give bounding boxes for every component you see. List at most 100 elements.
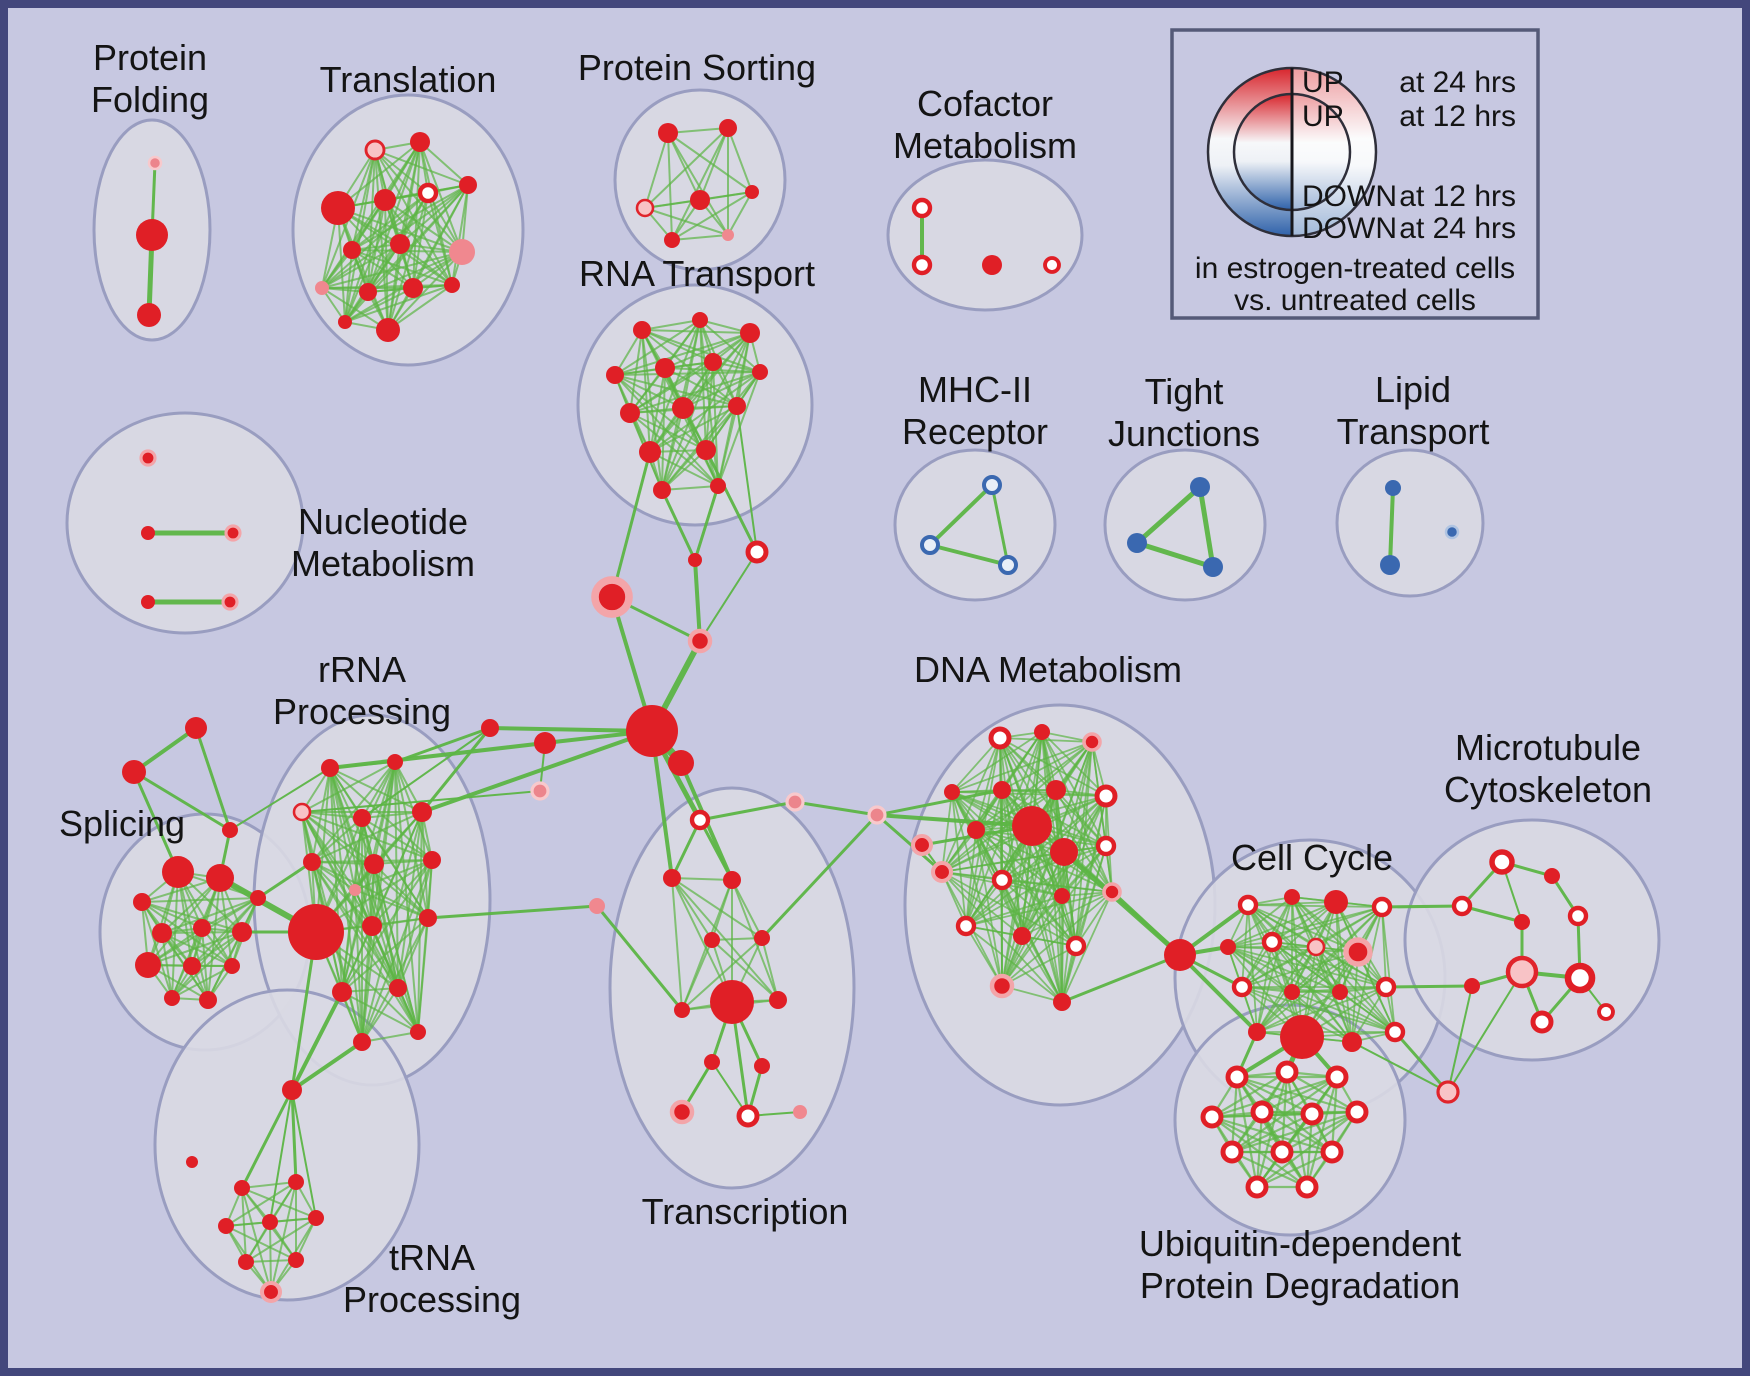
node-t11 xyxy=(359,283,377,301)
node-sp3 xyxy=(133,893,151,911)
edge-t9-t10 xyxy=(321,251,463,289)
edge-t2-t11 xyxy=(367,141,421,293)
node-rt4 xyxy=(606,366,624,384)
node-rt13 xyxy=(653,481,671,499)
node-sp11 xyxy=(164,990,180,1006)
node-t5 xyxy=(417,182,439,204)
edge-cc3-cc6 xyxy=(1271,901,1337,943)
node-c5 xyxy=(626,705,678,757)
edge-rr14-rr16 xyxy=(354,889,363,1043)
edge-ps2-ps5 xyxy=(727,127,753,193)
node-mc10 xyxy=(1597,1003,1615,1021)
edge-ps1-ps4 xyxy=(667,132,701,201)
edge-rt13-c2 xyxy=(660,488,697,562)
cluster-label-rrna-processing: rRNA xyxy=(318,649,406,690)
edge-t13-t15 xyxy=(344,284,453,323)
cluster-label-trna-processing: Processing xyxy=(343,1279,521,1320)
edge-rr6-rr15 xyxy=(311,861,419,1033)
node-ub3 xyxy=(1325,1065,1349,1089)
edge-ft1-ft2 xyxy=(132,726,198,774)
edge-c1-c4 xyxy=(699,551,758,642)
node-ub2 xyxy=(1275,1060,1299,1084)
cluster-label-microtubule-cytoskeleton: Microtubule xyxy=(1455,727,1641,768)
node-t6 xyxy=(459,176,477,194)
edge-dm3-dm5 xyxy=(1001,741,1093,791)
node-cc0 xyxy=(1164,939,1196,971)
edge-dm13-dm14 xyxy=(1001,879,1063,897)
node-ft2 xyxy=(122,760,146,784)
node-rr12 xyxy=(332,982,352,1002)
edge-rr5-rr6 xyxy=(311,811,423,863)
node-rr10 xyxy=(362,916,382,936)
edge-cc1-cc8 xyxy=(1247,904,1359,953)
edge-pk1-mc8 xyxy=(1447,985,1473,1093)
node-tp1 xyxy=(186,1156,198,1168)
node-mc5 xyxy=(1567,905,1589,927)
node-tx10 xyxy=(754,1058,770,1074)
node-ub1 xyxy=(1225,1065,1249,1089)
edge-dm7-dm13 xyxy=(1001,795,1107,881)
edge-cc4-cc5 xyxy=(1227,906,1383,948)
edge-b2-dm5 xyxy=(875,788,1004,817)
node-mc9 xyxy=(1530,1010,1554,1034)
edge-rr17-rr2 xyxy=(393,726,492,764)
node-ub11 xyxy=(1245,1175,1269,1199)
edge-rt2-rt4 xyxy=(614,319,701,376)
edge-ub3-ub4 xyxy=(1210,1075,1339,1119)
edge-rr12-rr16 xyxy=(341,889,356,993)
edge-sp3-sp4 xyxy=(141,897,259,903)
edge-cc3-cc5 xyxy=(1227,901,1337,948)
edge-rr2-rr3 xyxy=(301,761,396,813)
edge-c8-rr3 xyxy=(301,790,541,813)
edge-dm15-dm18 xyxy=(1075,891,1113,947)
edge-rr12-rr15 xyxy=(341,991,419,1033)
node-ps2 xyxy=(719,119,737,137)
node-tx5 xyxy=(754,930,770,946)
node-dm17 xyxy=(1013,927,1031,945)
edge-rr3-rr16 xyxy=(301,811,356,891)
edge-tp0-tp5 xyxy=(269,1089,293,1223)
node-dm9 xyxy=(1012,806,1052,846)
node-n1 xyxy=(139,449,157,467)
edge-t7-t15 xyxy=(344,249,353,323)
edge-dm3-dm20 xyxy=(1061,741,1093,1003)
edge-dm7-dm14 xyxy=(1061,795,1107,897)
node-sp1 xyxy=(162,856,194,888)
edge-ub7-ub8 xyxy=(1230,1110,1359,1154)
edge-cc2-cc15 xyxy=(1256,896,1293,1033)
edge-rr1-rr14 xyxy=(329,767,363,1043)
node-t8 xyxy=(390,234,410,254)
edge-tp0-tp6 xyxy=(291,1089,317,1219)
edge-sp7-sp8 xyxy=(147,931,243,966)
edge-rr6-rr11 xyxy=(311,861,429,919)
node-m2 xyxy=(920,535,940,555)
cluster-label-protein-folding: Folding xyxy=(91,79,209,120)
edge-rt7-rt8 xyxy=(629,371,761,414)
edge-tx1-tx2 xyxy=(670,818,702,880)
node-tx8 xyxy=(674,1002,690,1018)
edge-sp2-sp10 xyxy=(219,877,233,967)
node-cc6 xyxy=(1261,931,1283,953)
edge-rr4-rr6 xyxy=(311,817,363,863)
edge-ub6-ub8 xyxy=(1230,1112,1314,1154)
node-cc14 xyxy=(1342,1032,1362,1052)
node-rt6 xyxy=(704,353,722,371)
cluster-label-mhc-ii-receptor: Receptor xyxy=(902,411,1048,452)
edge-dm14-dm16 xyxy=(965,895,1063,927)
cluster-label-rrna-processing: Processing xyxy=(273,691,451,732)
node-ps6 xyxy=(664,232,680,248)
edge-ub3-ub5 xyxy=(1260,1075,1339,1114)
edge-cc7-cc9 xyxy=(1241,946,1317,988)
edge-rt13-rt14 xyxy=(661,485,719,491)
edge-rr5-rr16 xyxy=(354,811,423,891)
edge-rr12-tp0 xyxy=(290,990,344,1092)
node-tx2 xyxy=(663,869,681,887)
edge-dm10-dm18 xyxy=(1063,851,1077,947)
edge-ps2-ps3 xyxy=(644,127,729,209)
edge-rt9-rt13 xyxy=(661,407,684,491)
node-rt3 xyxy=(740,323,760,343)
node-rr13 xyxy=(389,979,407,997)
edge-sp1-sp12 xyxy=(177,871,209,1001)
node-t15 xyxy=(338,315,352,329)
